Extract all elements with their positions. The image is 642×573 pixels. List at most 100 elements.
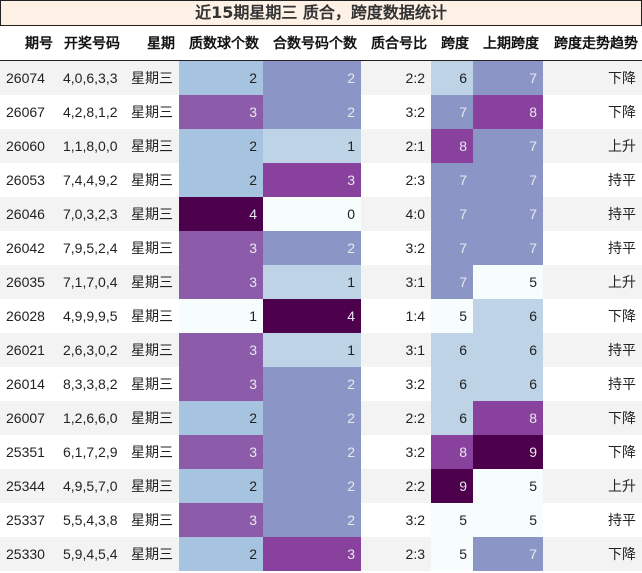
span-cell: 8 [431, 129, 473, 163]
prime-count-cell: 3 [179, 435, 263, 469]
ratio-cell: 3:2 [361, 503, 431, 537]
span-cell: 7 [431, 95, 473, 129]
trend-cell: 持平 [543, 367, 642, 401]
composite-count-cell: 2 [263, 60, 361, 95]
trend-cell: 持平 [543, 197, 642, 231]
span-cell: 5 [431, 503, 473, 537]
numbers-cell: 7,4,4,9,2 [57, 163, 124, 197]
header-row: 期号 开奖号码 星期 质数球个数 合数号码个数 质合号比 跨度 上期跨度 跨度走… [0, 26, 642, 61]
table-row: 26042 7,9,5,2,4 星期三 3 2 3:2 7 7 持平 [0, 231, 642, 265]
prev-span-cell: 7 [473, 60, 543, 95]
composite-count-cell: 2 [263, 435, 361, 469]
numbers-cell: 5,5,4,3,8 [57, 503, 124, 537]
span-cell: 6 [431, 367, 473, 401]
composite-count-cell: 3 [263, 537, 361, 571]
ratio-cell: 3:2 [361, 367, 431, 401]
ratio-cell: 3:2 [361, 95, 431, 129]
ratio-cell: 2:3 [361, 537, 431, 571]
table-row: 26007 1,2,6,6,0 星期三 2 2 2:2 6 8 下降 [0, 401, 642, 435]
table-row: 26021 2,6,3,0,2 星期三 3 1 3:1 6 6 持平 [0, 333, 642, 367]
issue-cell: 26067 [0, 95, 57, 129]
composite-count-cell: 2 [263, 367, 361, 401]
prev-span-cell: 7 [473, 197, 543, 231]
weekday-cell: 星期三 [124, 299, 179, 333]
weekday-cell: 星期三 [124, 197, 179, 231]
weekday-cell: 星期三 [124, 265, 179, 299]
issue-cell: 26021 [0, 333, 57, 367]
table-row: 26053 7,4,4,9,2 星期三 2 3 2:3 7 7 持平 [0, 163, 642, 197]
prev-span-cell: 5 [473, 469, 543, 503]
numbers-cell: 7,0,3,2,3 [57, 197, 124, 231]
trend-cell: 持平 [543, 231, 642, 265]
composite-count-cell: 1 [263, 129, 361, 163]
trend-cell: 持平 [543, 503, 642, 537]
weekday-cell: 星期三 [124, 503, 179, 537]
trend-cell: 上升 [543, 469, 642, 503]
prev-span-cell: 9 [473, 435, 543, 469]
trend-cell: 上升 [543, 129, 642, 163]
header-issue: 期号 [0, 26, 57, 61]
ratio-cell: 3:2 [361, 435, 431, 469]
ratio-cell: 2:3 [361, 163, 431, 197]
weekday-cell: 星期三 [124, 401, 179, 435]
span-cell: 8 [431, 435, 473, 469]
table-row: 26014 8,3,3,8,2 星期三 3 2 3:2 6 6 持平 [0, 367, 642, 401]
prime-count-cell: 2 [179, 537, 263, 571]
header-prime-count: 质数球个数 [179, 26, 263, 61]
prime-count-cell: 3 [179, 265, 263, 299]
table-row: 26046 7,0,3,2,3 星期三 4 0 4:0 7 7 持平 [0, 197, 642, 231]
span-cell: 7 [431, 163, 473, 197]
span-cell: 7 [431, 197, 473, 231]
header-weekday: 星期 [124, 26, 179, 61]
composite-count-cell: 2 [263, 503, 361, 537]
trend-cell: 下降 [543, 435, 642, 469]
ratio-cell: 2:2 [361, 469, 431, 503]
numbers-cell: 1,1,8,0,0 [57, 129, 124, 163]
composite-count-cell: 4 [263, 299, 361, 333]
numbers-cell: 4,2,8,1,2 [57, 95, 124, 129]
weekday-cell: 星期三 [124, 95, 179, 129]
prime-count-cell: 3 [179, 333, 263, 367]
issue-cell: 26074 [0, 60, 57, 95]
span-cell: 6 [431, 401, 473, 435]
header-prev-span: 上期跨度 [473, 26, 543, 61]
numbers-cell: 2,6,3,0,2 [57, 333, 124, 367]
numbers-cell: 8,3,3,8,2 [57, 367, 124, 401]
trend-cell: 持平 [543, 163, 642, 197]
issue-cell: 26060 [0, 129, 57, 163]
numbers-cell: 4,9,5,7,0 [57, 469, 124, 503]
header-numbers: 开奖号码 [57, 26, 124, 61]
numbers-cell: 5,9,4,5,4 [57, 537, 124, 571]
table-row: 25337 5,5,4,3,8 星期三 3 2 3:2 5 5 持平 [0, 503, 642, 537]
ratio-cell: 1:4 [361, 299, 431, 333]
table-row: 25344 4,9,5,7,0 星期三 2 2 2:2 9 5 上升 [0, 469, 642, 503]
composite-count-cell: 0 [263, 197, 361, 231]
span-cell: 7 [431, 265, 473, 299]
span-cell: 7 [431, 231, 473, 265]
issue-cell: 26014 [0, 367, 57, 401]
weekday-cell: 星期三 [124, 367, 179, 401]
issue-cell: 26053 [0, 163, 57, 197]
prev-span-cell: 5 [473, 265, 543, 299]
prime-count-cell: 4 [179, 197, 263, 231]
prime-count-cell: 2 [179, 129, 263, 163]
header-composite-count: 合数号码个数 [263, 26, 361, 61]
span-cell: 6 [431, 333, 473, 367]
prev-span-cell: 7 [473, 163, 543, 197]
issue-cell: 25330 [0, 537, 57, 571]
prime-count-cell: 2 [179, 401, 263, 435]
header-trend: 跨度走势趋势 [543, 26, 642, 61]
prev-span-cell: 7 [473, 129, 543, 163]
span-cell: 5 [431, 537, 473, 571]
issue-cell: 25344 [0, 469, 57, 503]
numbers-cell: 6,1,7,2,9 [57, 435, 124, 469]
issue-cell: 26035 [0, 265, 57, 299]
span-cell: 6 [431, 60, 473, 95]
numbers-cell: 7,1,7,0,4 [57, 265, 124, 299]
prev-span-cell: 5 [473, 503, 543, 537]
issue-cell: 26007 [0, 401, 57, 435]
numbers-cell: 7,9,5,2,4 [57, 231, 124, 265]
weekday-cell: 星期三 [124, 537, 179, 571]
stats-table: 期号 开奖号码 星期 质数球个数 合数号码个数 质合号比 跨度 上期跨度 跨度走… [0, 26, 642, 571]
composite-count-cell: 1 [263, 333, 361, 367]
